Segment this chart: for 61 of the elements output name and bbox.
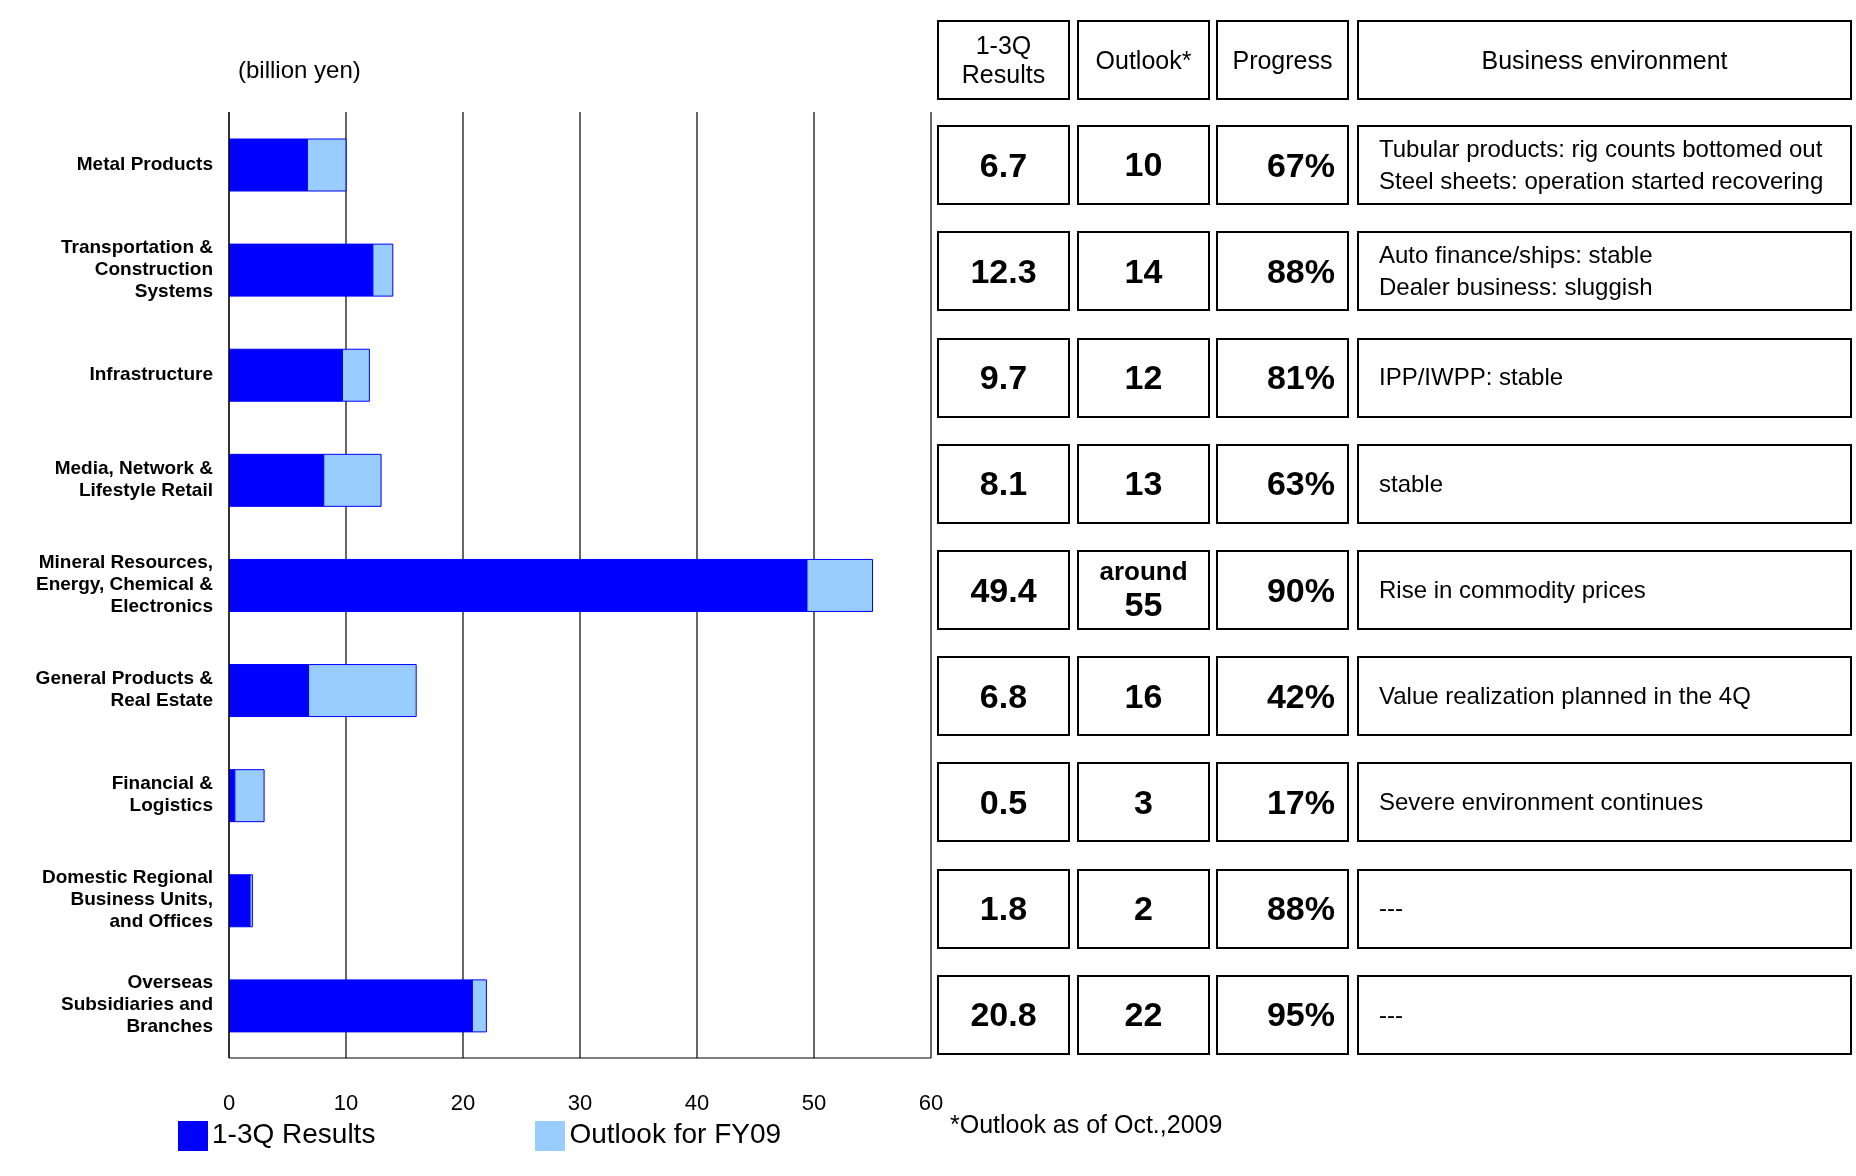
text: --- xyxy=(1379,893,1403,924)
y-tick-label: General Products & Real Estate xyxy=(35,667,214,711)
y-tick-label: Metal Products xyxy=(76,152,213,174)
x-tick-label: 10 xyxy=(333,1089,359,1115)
y-tick-label: Mineral Resources, Energy, Chemical & Electronics xyxy=(35,551,214,617)
text: IPP/IWPP: stable xyxy=(1379,362,1564,393)
text: *Outlook as of Oct.,2009 xyxy=(950,1110,1223,1139)
text: Value realization planned in the 4Q xyxy=(1379,681,1751,711)
legend-label: Outlook for FY09 xyxy=(569,1118,782,1149)
text: 12 xyxy=(1124,357,1163,397)
text: 2 xyxy=(1134,888,1153,928)
text: 17% xyxy=(1216,762,1349,843)
text: 42% xyxy=(1216,656,1349,737)
y-tick-label: Overseas Subsidiaries and Branches xyxy=(60,971,213,1037)
data-label: 12.3 xyxy=(937,231,1070,312)
data-label: 49.4 xyxy=(937,550,1070,630)
text: 95% xyxy=(1216,974,1349,1055)
text: 81% xyxy=(1216,337,1349,418)
y-tick-label: Financial & Logistics xyxy=(111,772,214,816)
text: Rise in commodity prices xyxy=(1379,574,1646,605)
text: Auto finance/ships: stable Dealer business: sluggish xyxy=(1379,239,1653,303)
x-tick-label: 0 xyxy=(222,1089,236,1115)
data-label: 1.8 xyxy=(937,868,1070,949)
text: 13 xyxy=(1124,464,1163,503)
text: Business environment xyxy=(1481,45,1728,75)
text: Severe environment continues xyxy=(1379,787,1704,818)
data-label: 0.5 xyxy=(937,762,1070,843)
data-label: 6.7 xyxy=(937,125,1070,206)
text: 14 xyxy=(1124,251,1163,291)
data-label: 8.1 xyxy=(937,443,1070,524)
text: Outlook* xyxy=(1095,45,1192,75)
x-tick-label: 50 xyxy=(801,1089,827,1115)
text: 90% xyxy=(1216,550,1349,630)
x-tick-label: 20 xyxy=(450,1089,476,1115)
text: Tubular products: rig counts bottomed out Steel sheets: operation started recovering xyxy=(1379,133,1824,197)
x-tick-label: 30 xyxy=(567,1089,593,1115)
x-tick-label: 60 xyxy=(918,1089,944,1115)
y-tick-label: Domestic Regional Business Units, and Offices xyxy=(41,866,213,932)
y-tick-label: Infrastructure xyxy=(89,362,213,384)
text: --- xyxy=(1379,999,1403,1030)
text: 88% xyxy=(1216,231,1349,312)
text: Progress xyxy=(1232,45,1333,75)
text: 63% xyxy=(1216,443,1349,524)
data-label: 20.8 xyxy=(937,974,1070,1055)
text: 1-3Q Results xyxy=(961,31,1046,89)
text: 10 xyxy=(1124,145,1163,184)
legend-label: 1-3Q Results xyxy=(212,1118,376,1149)
y-tick-label: Transportation & Construction Systems xyxy=(60,235,214,301)
text: 88% xyxy=(1216,868,1349,949)
x-tick-label: 40 xyxy=(684,1089,710,1115)
text: 16 xyxy=(1124,676,1163,715)
x-axis-title: (billion yen) xyxy=(238,56,361,84)
text: 3 xyxy=(1134,782,1153,822)
text: 67% xyxy=(1216,125,1349,206)
bar xyxy=(234,769,265,823)
data-label: 9.7 xyxy=(937,337,1070,418)
y-tick-label: Media, Network & Lifestyle Retail xyxy=(54,456,214,500)
text: stable xyxy=(1379,468,1444,499)
text: around 55 xyxy=(1099,556,1188,623)
text: 22 xyxy=(1124,995,1163,1034)
data-label: 6.8 xyxy=(937,656,1070,737)
